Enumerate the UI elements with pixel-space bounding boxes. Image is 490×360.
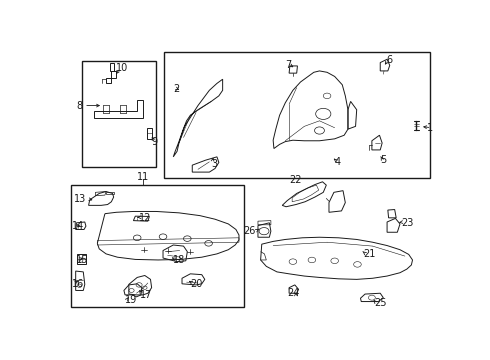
Text: 8: 8 — [76, 100, 82, 111]
Text: 9: 9 — [151, 136, 158, 147]
Text: 4: 4 — [335, 157, 341, 167]
Text: 13: 13 — [74, 194, 86, 204]
Text: 22: 22 — [290, 175, 302, 185]
Text: 14: 14 — [72, 221, 84, 231]
Text: 16: 16 — [72, 279, 84, 289]
Text: 24: 24 — [288, 288, 300, 298]
Text: 21: 21 — [363, 249, 375, 260]
Text: 6: 6 — [386, 55, 392, 65]
Text: 25: 25 — [374, 298, 387, 308]
Text: 2: 2 — [173, 84, 179, 94]
Text: 23: 23 — [401, 218, 414, 228]
Text: 7: 7 — [285, 60, 292, 70]
Text: 5: 5 — [380, 155, 387, 165]
Text: 19: 19 — [125, 296, 137, 305]
Text: 12: 12 — [139, 213, 151, 223]
Text: 18: 18 — [173, 255, 186, 265]
Text: 15: 15 — [76, 255, 89, 265]
Text: 20: 20 — [190, 279, 203, 289]
Text: 10: 10 — [116, 63, 128, 73]
Bar — [71, 185, 244, 307]
Text: 3: 3 — [211, 159, 218, 169]
Text: 17: 17 — [140, 290, 152, 300]
Text: 11: 11 — [137, 172, 149, 182]
Text: 26: 26 — [244, 226, 256, 236]
Bar — [164, 51, 430, 177]
Bar — [82, 61, 156, 167]
Text: 1: 1 — [427, 123, 433, 133]
